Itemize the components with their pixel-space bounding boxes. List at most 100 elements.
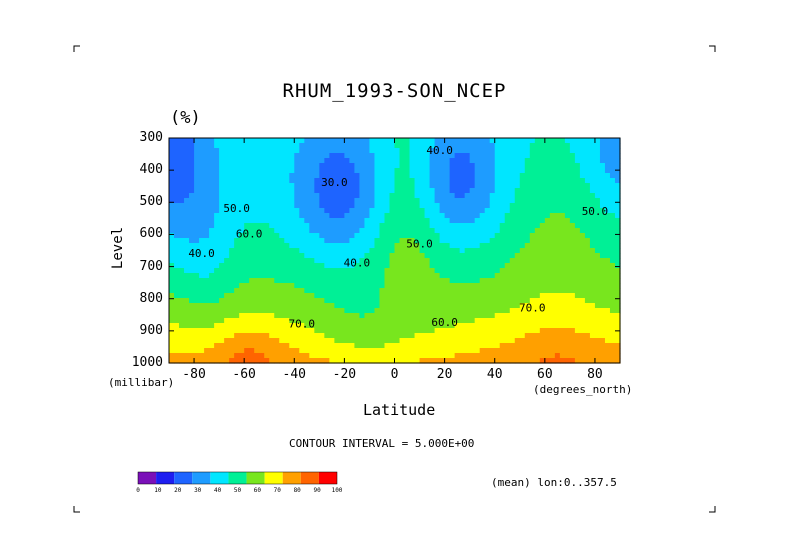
heatmap-cell (559, 243, 566, 249)
heatmap-cell (454, 218, 461, 224)
heatmap-cell (204, 353, 210, 359)
heatmap-cell (579, 203, 586, 209)
heatmap-cell (569, 218, 576, 224)
heatmap-cell (424, 193, 431, 199)
heatmap-cell (334, 343, 340, 349)
contour-label: 60.0 (431, 316, 458, 329)
heatmap-cell (244, 278, 250, 284)
heatmap-cell (599, 323, 606, 329)
heatmap-cell (549, 348, 556, 354)
heatmap-cell (339, 318, 345, 324)
heatmap-cell (444, 343, 451, 349)
heatmap-cell (524, 153, 531, 159)
heatmap-cell (519, 253, 526, 259)
heatmap-cell (349, 303, 356, 309)
heatmap-cell (284, 193, 290, 199)
heatmap-cell (554, 233, 561, 239)
heatmap-cell (309, 343, 315, 349)
heatmap-cell (439, 258, 446, 264)
heatmap-cell (469, 218, 476, 224)
heatmap-cell (549, 343, 556, 349)
heatmap-cell (599, 148, 606, 154)
heatmap-cell (494, 203, 501, 209)
heatmap-cell (254, 158, 260, 164)
heatmap-cell (399, 298, 406, 304)
heatmap-cell (554, 153, 561, 159)
heatmap-cell (299, 258, 305, 264)
heatmap-cell (309, 333, 315, 339)
heatmap-cell (254, 293, 260, 299)
heatmap-cell (504, 233, 511, 239)
heatmap-cell (259, 263, 265, 269)
heatmap-cell (254, 243, 260, 249)
heatmap-cell (494, 278, 501, 284)
heatmap-cell (324, 303, 330, 309)
heatmap-cell (384, 253, 391, 259)
heatmap-cell (179, 298, 185, 304)
heatmap-cell (569, 203, 576, 209)
heatmap-cell (464, 263, 471, 269)
heatmap-cell (539, 228, 546, 234)
heatmap-cell (319, 313, 325, 319)
heatmap-cell (249, 253, 255, 259)
heatmap-cell (259, 293, 265, 299)
heatmap-cell (594, 358, 601, 364)
heatmap-cell (544, 198, 551, 204)
heatmap-cell (444, 143, 451, 149)
heatmap-cell (179, 218, 185, 224)
heatmap-cell (534, 223, 541, 229)
heatmap-cell (444, 138, 451, 144)
heatmap-cell (464, 193, 471, 199)
heatmap-cell (184, 153, 190, 159)
heatmap-cell (384, 233, 391, 239)
heatmap-cell (199, 223, 205, 229)
heatmap-cell (294, 303, 300, 309)
heatmap-cell (514, 168, 521, 174)
heatmap-cell (504, 248, 511, 254)
heatmap-cell (214, 238, 220, 244)
colorbar-label: 100 (331, 487, 343, 494)
heatmap-cell (444, 298, 451, 304)
heatmap-cell (284, 298, 290, 304)
heatmap-cell (439, 183, 446, 189)
heatmap-cell (254, 263, 260, 269)
heatmap-cell (389, 323, 396, 329)
heatmap-cell (229, 238, 235, 244)
heatmap-cell (524, 243, 531, 249)
heatmap-cell (359, 323, 366, 329)
heatmap-cell (229, 268, 235, 274)
heatmap-cell (369, 158, 376, 164)
heatmap-cell (239, 343, 245, 349)
heatmap-cell (294, 333, 300, 339)
heatmap-cell (524, 283, 531, 289)
heatmap-cell (614, 283, 621, 289)
heatmap-cell (559, 218, 566, 224)
heatmap-cell (519, 213, 526, 219)
heatmap-cell (429, 178, 436, 184)
heatmap-cell (169, 188, 175, 194)
heatmap-cell (549, 278, 556, 284)
heatmap-cell (569, 143, 576, 149)
heatmap-cell (329, 238, 335, 244)
heatmap-cell (429, 153, 436, 159)
heatmap-cell (369, 248, 376, 254)
heatmap-cell (554, 138, 561, 144)
heatmap-cell (474, 173, 481, 179)
heatmap-cell (214, 278, 220, 284)
heatmap-cell (399, 258, 406, 264)
heatmap-cell (309, 278, 315, 284)
heatmap-cell (534, 333, 541, 339)
heatmap-cell (379, 358, 386, 364)
heatmap-cell (324, 148, 330, 154)
heatmap-cell (229, 163, 235, 169)
heatmap-cell (254, 248, 260, 254)
heatmap-cell (349, 248, 356, 254)
heatmap-cell (174, 238, 180, 244)
heatmap-cell (599, 253, 606, 259)
heatmap-cell (404, 293, 411, 299)
heatmap-cell (204, 268, 210, 274)
heatmap-cell (404, 348, 411, 354)
heatmap-cell (324, 138, 330, 144)
heatmap-cell (239, 248, 245, 254)
heatmap-cell (569, 258, 576, 264)
